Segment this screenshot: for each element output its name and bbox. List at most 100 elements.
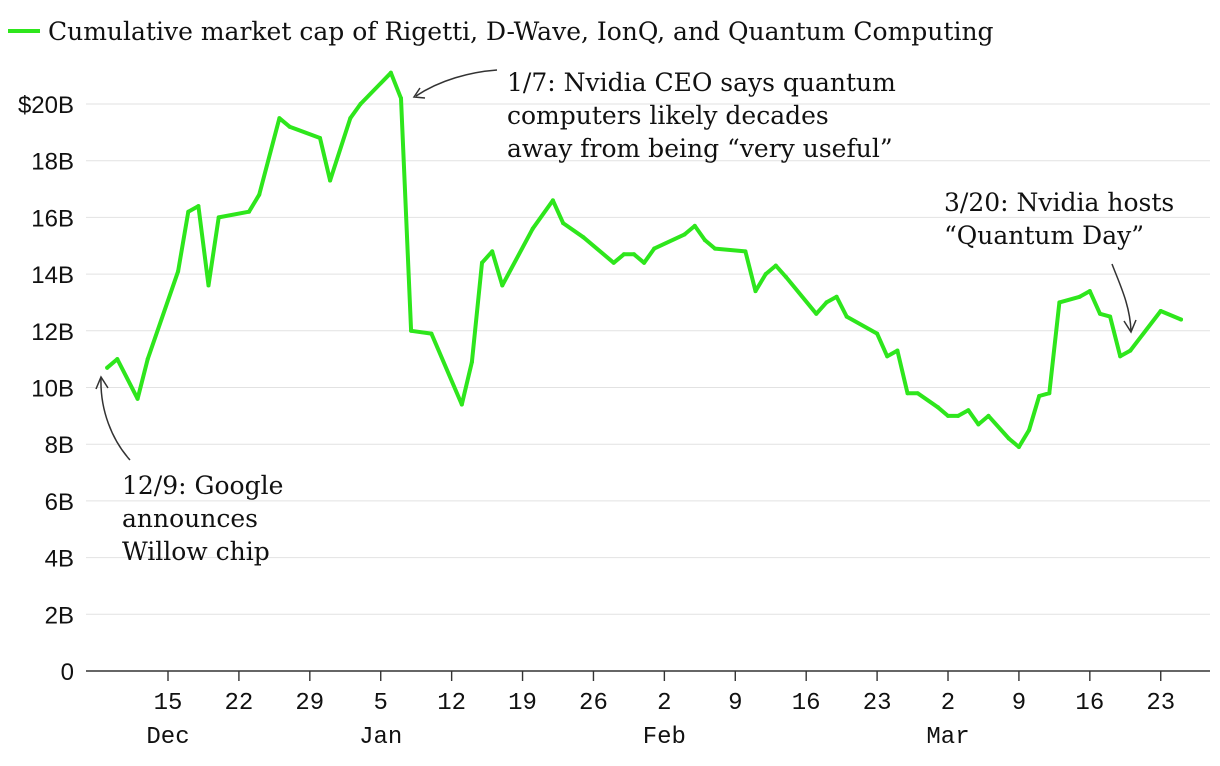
annotation-nvidia-ceo-line-1: 1/7: Nvidia CEO says quantum (507, 68, 896, 97)
data-point (1047, 391, 1052, 396)
data-point (196, 204, 201, 209)
data-point (581, 235, 586, 240)
data-point (1118, 354, 1123, 359)
legend: Cumulative market cap of Rigetti, D-Wave… (8, 17, 994, 46)
data-point (946, 413, 950, 418)
data-point (915, 391, 920, 396)
x-tick-label: 23 (863, 690, 892, 717)
data-point (348, 116, 353, 121)
annotation-google-line-2: announces (122, 504, 258, 533)
data-point (135, 396, 140, 401)
data-point (561, 221, 566, 226)
data-point (399, 96, 403, 101)
x-tick-label: 26 (579, 690, 608, 717)
month-label: Mar (926, 724, 969, 751)
data-point (824, 300, 829, 305)
data-point (257, 192, 262, 197)
y-tick-label: $20B (18, 92, 74, 119)
data-point (459, 402, 464, 407)
x-tick-label: 9 (1012, 690, 1026, 717)
y-gridlines (86, 103, 1210, 615)
data-point (287, 124, 292, 129)
data-point (976, 422, 981, 427)
data-point (1057, 300, 1062, 305)
data-point (885, 354, 890, 359)
annotation-quantum-day: 3/20: Nvidia hosts “Quantum Day” (944, 188, 1174, 334)
data-point (834, 294, 839, 299)
month-label: Feb (643, 724, 686, 751)
x-tick-label: 22 (225, 690, 254, 717)
data-point (743, 249, 748, 254)
y-tick-label: 8B (45, 432, 74, 459)
data-point (1027, 428, 1032, 432)
data-point (1077, 294, 1082, 299)
annotation-nvidia-ceo-arrow (415, 69, 498, 97)
data-point (480, 260, 484, 265)
data-point (652, 246, 657, 251)
data-point (429, 331, 434, 336)
x-tick-label: 16 (1075, 690, 1104, 717)
data-point (115, 357, 120, 362)
y-tick-label: 10B (31, 376, 74, 403)
data-point (550, 198, 555, 203)
x-tick-label: 12 (437, 690, 466, 717)
annotation-google: 12/9: Google announces Willow chip (95, 375, 283, 566)
y-tick-label: 14B (31, 262, 74, 289)
annotation-quantum-day-line-2: “Quantum Day” (944, 221, 1144, 250)
annotation-quantum-day-line-1: 3/20: Nvidia hosts (944, 188, 1174, 217)
y-axis-ticks: 0 2B 4B 6B 8B 10B 12B 14B 16B 18B $20B (18, 92, 74, 686)
data-point (814, 311, 819, 316)
data-point (1098, 311, 1102, 316)
data-point (388, 70, 393, 75)
y-tick-label: 12B (31, 319, 74, 346)
annotation-google-line-3: Willow chip (122, 537, 270, 566)
annotation-nvidia-ceo: 1/7: Nvidia CEO says quantum computers l… (412, 68, 896, 163)
data-point (632, 252, 636, 257)
data-point (409, 328, 414, 333)
data-point (206, 283, 211, 288)
data-point (318, 136, 322, 140)
data-point (763, 272, 768, 277)
data-point (358, 102, 363, 106)
y-tick-label: 2B (45, 602, 74, 629)
data-point (186, 209, 191, 214)
data-point (682, 232, 687, 237)
x-tick-label: 23 (1146, 690, 1175, 717)
annotation-nvidia-ceo-arrowhead (412, 87, 426, 99)
x-tick-label: 5 (374, 690, 388, 717)
x-tick-label: 9 (728, 690, 742, 717)
y-tick-label: 16B (31, 205, 74, 232)
data-point (216, 215, 221, 220)
x-tick-label: 29 (295, 690, 324, 717)
y-tick-label: 18B (31, 149, 74, 176)
data-point (1158, 309, 1163, 313)
data-point (176, 269, 181, 274)
data-point (642, 260, 647, 265)
x-axis-ticks: 15 22 29 5 12 19 26 2 9 16 23 2 9 16 23 (154, 671, 1175, 717)
data-point (490, 249, 495, 254)
data-point (702, 238, 707, 243)
y-tick-label: 0 (61, 659, 74, 686)
data-point (1179, 317, 1183, 322)
annotation-google-arrow (100, 377, 131, 461)
data-point (105, 365, 110, 370)
data-point (966, 408, 971, 413)
data-point (753, 289, 758, 294)
data-point (875, 331, 880, 336)
data-point (1108, 314, 1113, 319)
data-point (783, 274, 788, 279)
x-tick-label: 19 (508, 690, 537, 717)
data-point (469, 360, 474, 364)
x-tick-label: 2 (657, 690, 671, 717)
data-point (621, 252, 626, 257)
annotation-quantum-day-arrowhead (1123, 319, 1137, 334)
data-point (905, 391, 910, 396)
data-point (277, 116, 282, 121)
data-point (611, 260, 616, 265)
annotation-google-arrowhead (95, 375, 109, 390)
data-point (247, 209, 251, 214)
data-point (692, 223, 697, 228)
data-point (1087, 289, 1092, 294)
data-point (328, 178, 333, 183)
